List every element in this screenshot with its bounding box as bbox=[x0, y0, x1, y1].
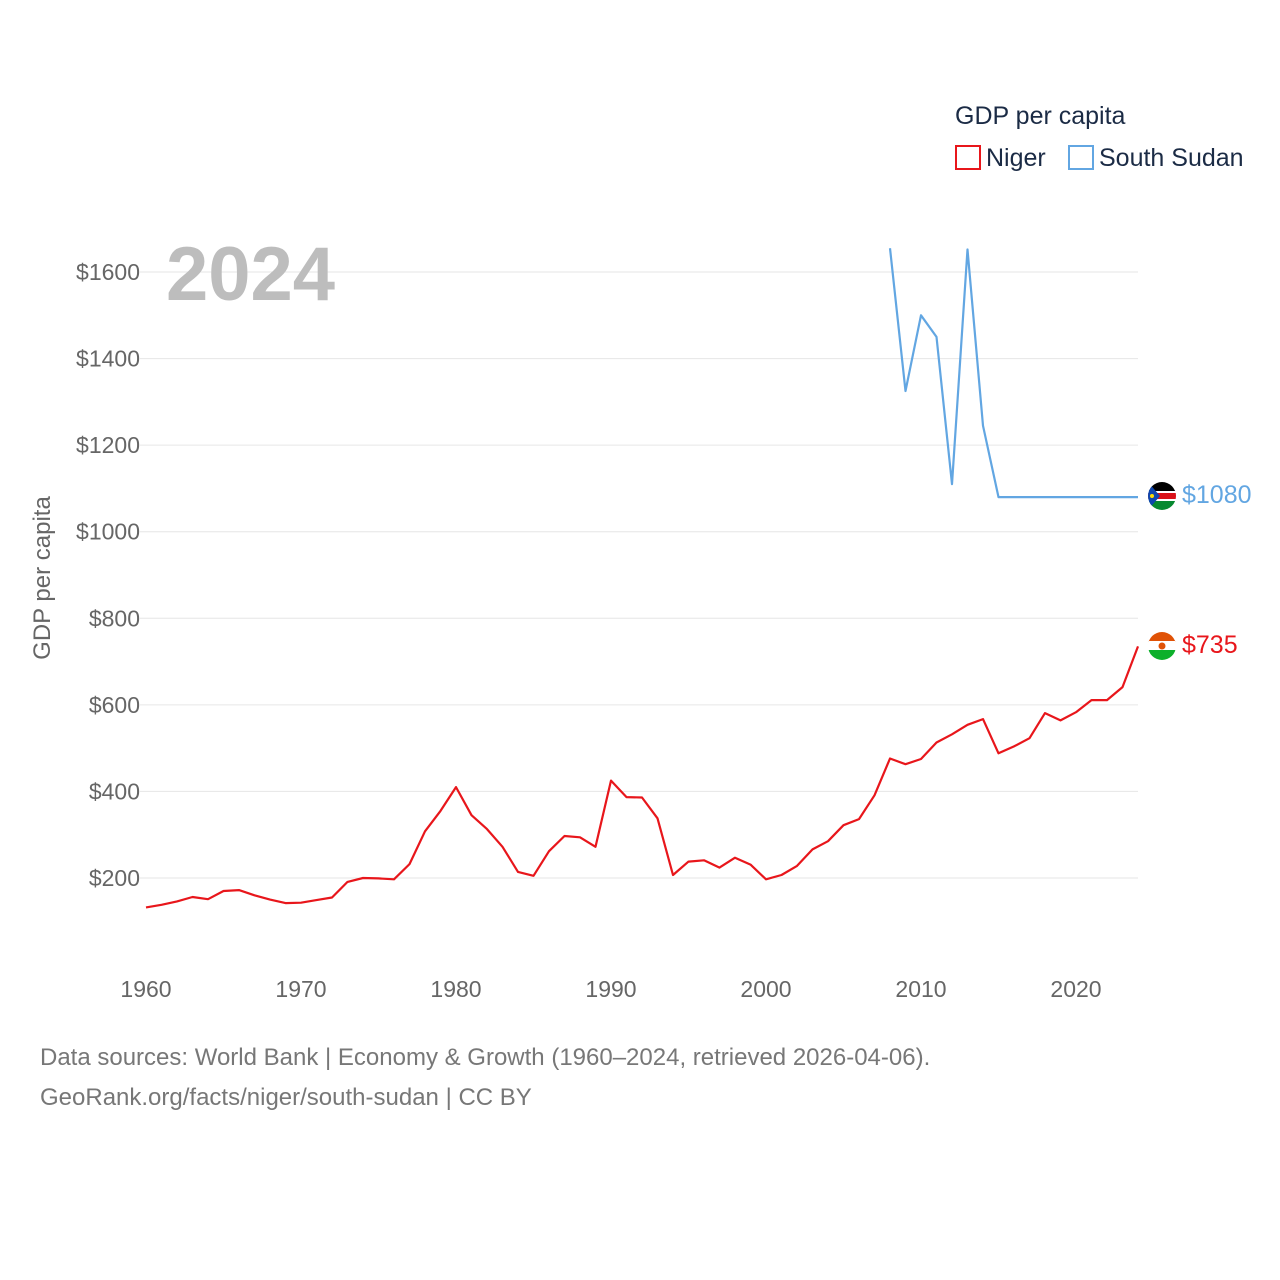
x-tick-label: 2000 bbox=[740, 976, 791, 1002]
end-value-label-niger: $735 bbox=[1182, 631, 1238, 659]
legend-swatch-south-sudan[interactable] bbox=[1068, 145, 1094, 170]
series-line-south-sudan[interactable] bbox=[888, 248, 1138, 499]
legend-label-south-sudan[interactable]: South Sudan bbox=[1099, 144, 1244, 172]
y-tick-label: $1600 bbox=[76, 259, 140, 285]
niger-flag-icon bbox=[1148, 632, 1176, 660]
x-tick-label: 1990 bbox=[585, 976, 636, 1002]
y-axis-label: GDP per capita bbox=[29, 496, 56, 660]
x-tick-label: 1970 bbox=[275, 976, 326, 1002]
x-axis-ticks: 1960 1970 1980 1990 2000 2010 2020 bbox=[120, 976, 1101, 1002]
y-tick-label: $800 bbox=[89, 605, 140, 631]
gridlines bbox=[140, 271, 1138, 879]
legend-label-niger[interactable]: Niger bbox=[986, 144, 1046, 172]
y-tick-label: $200 bbox=[89, 865, 140, 891]
legend-swatch-niger[interactable] bbox=[955, 145, 981, 170]
x-tick-label: 2010 bbox=[895, 976, 946, 1002]
x-tick-label: 1960 bbox=[120, 976, 171, 1002]
y-tick-label: $600 bbox=[89, 692, 140, 718]
x-tick-label: 2020 bbox=[1050, 976, 1101, 1002]
data-sources-note: Data sources: World Bank | Economy & Gro… bbox=[40, 1044, 931, 1071]
series-line-niger[interactable] bbox=[145, 646, 1140, 909]
x-tick-label: 1980 bbox=[430, 976, 481, 1002]
series-lines bbox=[145, 248, 1140, 909]
year-label: 2024 bbox=[166, 232, 335, 317]
y-axis-ticks: $200 $400 $600 $800 $1000 $1200 $1400 $1600 bbox=[76, 259, 140, 891]
y-tick-label: $1000 bbox=[76, 519, 140, 545]
south-sudan-flag-icon bbox=[1148, 482, 1176, 510]
y-tick-label: $400 bbox=[89, 778, 140, 804]
legend: GDP per capita Niger South Sudan bbox=[955, 102, 1244, 172]
y-tick-label: $1200 bbox=[76, 432, 140, 458]
credit-link[interactable]: GeoRank.org/facts/niger/south-sudan | CC… bbox=[40, 1084, 532, 1111]
legend-title: GDP per capita bbox=[955, 102, 1126, 130]
end-value-label-south-sudan: $1080 bbox=[1182, 481, 1252, 509]
y-tick-label: $1400 bbox=[76, 346, 140, 372]
